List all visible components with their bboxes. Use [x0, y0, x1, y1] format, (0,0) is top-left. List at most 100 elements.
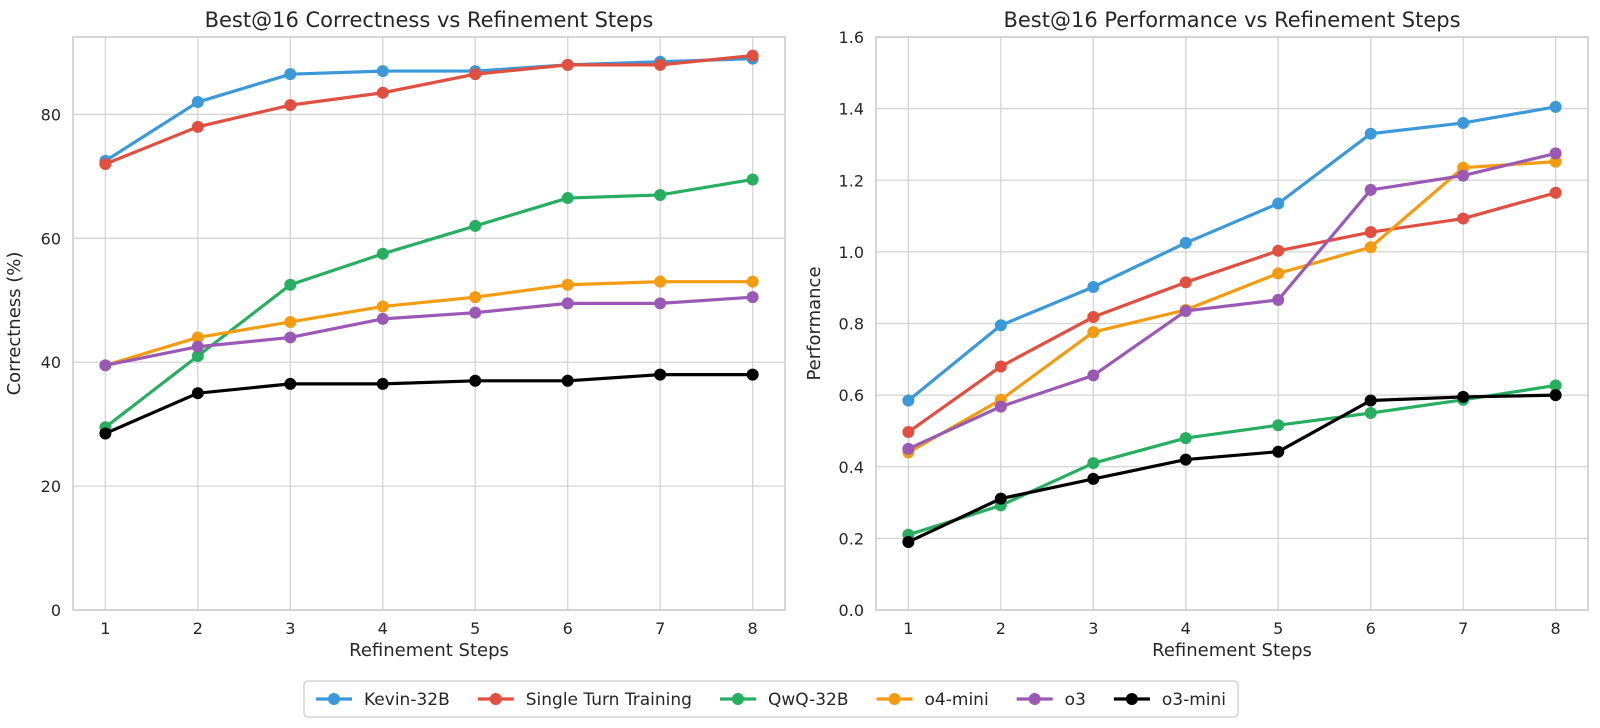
y-tick-label: 1.0 — [839, 243, 864, 262]
performance-series-o3-mini — [902, 389, 1562, 548]
y-tick-label: 0.6 — [839, 386, 864, 405]
data-point-qwq-32b — [1549, 379, 1562, 392]
data-point-o4-mini — [561, 278, 574, 291]
data-point-o4-mini — [1087, 326, 1100, 339]
legend-label: QwQ-32B — [768, 690, 849, 710]
data-point-o3 — [902, 442, 915, 455]
data-point-o3 — [191, 340, 204, 353]
series-line-single-turn-training — [906, 191, 1558, 434]
data-point-single-turn-training — [191, 120, 204, 133]
data-point-o3-mini — [1549, 389, 1562, 402]
data-point-single-turn-training — [469, 68, 482, 81]
series-line-o3-mini — [906, 393, 1558, 544]
data-point-o3-mini — [994, 492, 1007, 505]
data-point-kevin-32b — [994, 319, 1007, 332]
correctness-series-o3-mini — [99, 368, 759, 440]
data-point-kevin-32b — [1087, 280, 1100, 293]
data-point-kevin-32b — [284, 68, 297, 81]
data-point-o3-mini — [284, 377, 297, 390]
legend: Kevin-32B Single Turn Training QwQ-32B o4-m… — [303, 680, 1239, 718]
x-tick-label: 3 — [1088, 619, 1098, 638]
performance-plot-frame — [875, 36, 1589, 611]
data-point-o4-mini — [284, 315, 297, 328]
data-point-o4-mini — [654, 275, 667, 288]
data-point-o3-mini — [1364, 394, 1377, 407]
data-point-single-turn-training — [994, 360, 1007, 373]
legend-marker — [731, 693, 744, 705]
x-tick-label: 6 — [563, 619, 573, 638]
data-point-single-turn-training — [376, 86, 389, 99]
correctness-series-o3 — [99, 291, 759, 372]
data-point-o3 — [1179, 304, 1192, 317]
data-point-single-turn-training — [561, 58, 574, 71]
legend-label: Single Turn Training — [526, 690, 692, 710]
data-point-o4-mini — [1549, 155, 1562, 168]
data-point-kevin-32b — [1457, 116, 1470, 129]
data-point-single-turn-training — [1457, 212, 1470, 225]
x-tick-label: 5 — [470, 619, 480, 638]
data-point-o3-mini — [561, 374, 574, 387]
data-point-o3 — [994, 400, 1007, 413]
x-tick-label: 5 — [1273, 619, 1283, 638]
data-point-kevin-32b — [1549, 100, 1562, 113]
data-point-o3 — [99, 359, 112, 372]
y-tick-label: 0.8 — [839, 315, 864, 334]
y-tick-label: 0.4 — [839, 458, 864, 477]
correctness-plot-frame — [72, 36, 786, 611]
data-point-o3 — [284, 331, 297, 344]
performance-series-o3 — [902, 147, 1562, 455]
x-tick-label: 8 — [1551, 619, 1561, 638]
legend-label: Kevin-32B — [364, 690, 450, 710]
data-point-o3 — [376, 312, 389, 325]
y-tick-label: 1.4 — [839, 100, 864, 119]
data-point-o3-mini — [1087, 472, 1100, 485]
data-point-single-turn-training — [902, 426, 915, 439]
data-point-o3 — [654, 297, 667, 310]
series-line-single-turn-training — [103, 53, 755, 166]
data-point-o3-mini — [654, 368, 667, 381]
data-point-o4-mini — [191, 331, 204, 344]
legend-item-single-turn-training: Single Turn Training — [477, 690, 692, 710]
x-tick-label: 2 — [193, 619, 203, 638]
x-tick-label: 7 — [655, 619, 665, 638]
data-point-o4-mini — [376, 300, 389, 313]
data-point-single-turn-training — [1549, 186, 1562, 199]
data-point-kevin-32b — [191, 96, 204, 109]
performance-series-kevin-32b — [902, 100, 1562, 407]
x-tick-label: 1 — [100, 619, 110, 638]
y-tick-label: 0 — [51, 601, 61, 620]
legend-marker — [1125, 693, 1138, 705]
data-point-o3-mini — [1272, 445, 1285, 458]
series-line-qwq-32b — [906, 383, 1558, 537]
data-point-single-turn-training — [1364, 226, 1377, 239]
data-point-single-turn-training — [1272, 244, 1285, 257]
legend-frame — [303, 680, 1239, 718]
correctness-y-axis-label: Correctness (%) — [4, 252, 25, 396]
series-line-kevin-32b — [906, 105, 1558, 403]
data-point-o4-mini — [1364, 241, 1377, 254]
data-point-o3-mini — [376, 377, 389, 390]
x-tick-label: 1 — [903, 619, 913, 638]
data-point-kevin-32b — [1272, 197, 1285, 210]
data-point-kevin-32b — [376, 65, 389, 78]
data-point-single-turn-training — [1087, 311, 1100, 324]
y-tick-label: 0.2 — [839, 529, 864, 548]
data-point-qwq-32b — [1087, 457, 1100, 470]
data-point-o3 — [1457, 169, 1470, 182]
x-tick-label: 3 — [285, 619, 295, 638]
data-point-o3-mini — [191, 387, 204, 400]
legend-marker — [888, 693, 901, 705]
performance-y-axis-label: Performance — [804, 266, 825, 380]
data-point-o3 — [1087, 369, 1100, 382]
x-tick-label: 7 — [1458, 619, 1468, 638]
performance-series-single-turn-training — [902, 186, 1562, 439]
series-line-o3-mini — [103, 373, 755, 436]
data-point-o4-mini — [1272, 267, 1285, 280]
series-line-o4-mini — [103, 280, 755, 367]
x-tick-label: 4 — [1181, 619, 1191, 638]
y-tick-label: 0.0 — [839, 601, 864, 620]
data-point-single-turn-training — [284, 99, 297, 112]
data-point-qwq-32b — [1179, 432, 1192, 445]
